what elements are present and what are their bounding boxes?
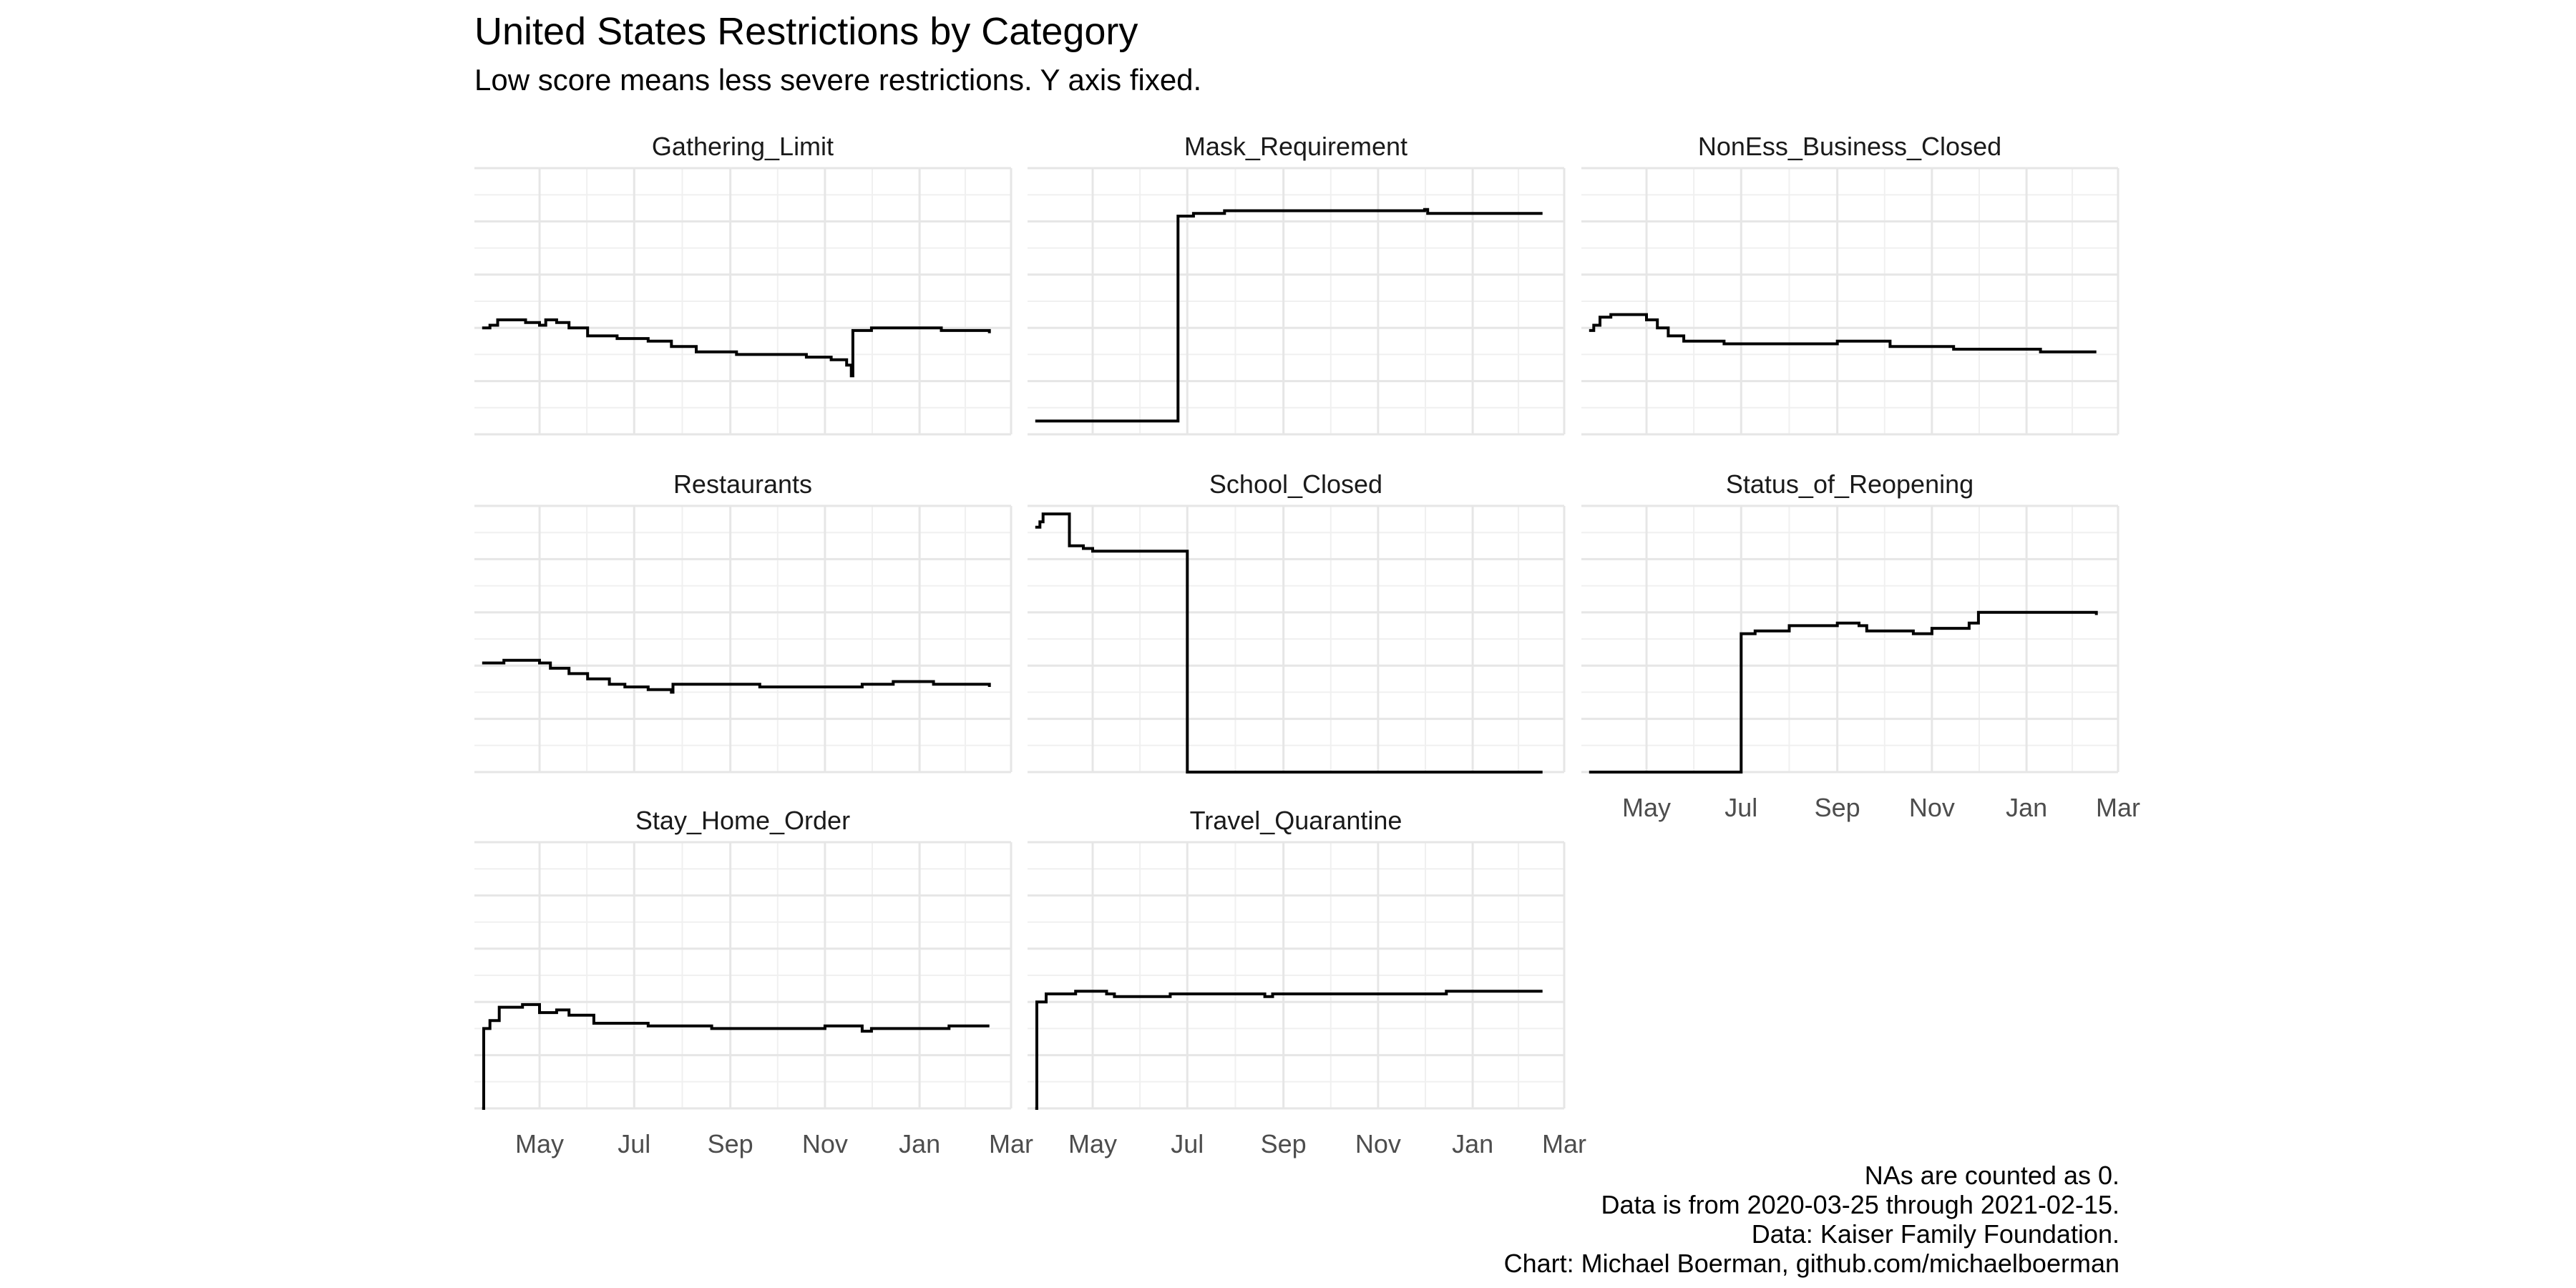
facet-strip-label: Status_of_Reopening xyxy=(1726,469,1974,499)
facet-strip-label: Travel_Quarantine xyxy=(1190,806,1402,835)
chart-subtitle: Low score means less severe restrictions… xyxy=(474,63,1202,97)
caption-line: Data: Kaiser Family Foundation. xyxy=(1751,1219,2119,1249)
panel-grid xyxy=(1581,504,2119,774)
x-tick-label: Jul xyxy=(1171,1129,1204,1158)
series-line xyxy=(1589,313,2097,353)
x-tick-label: Mar xyxy=(989,1129,1033,1158)
caption-line: NAs are counted as 0. xyxy=(1864,1161,2119,1190)
caption-line: Data is from 2020-03-25 through 2021-02-… xyxy=(1601,1190,2119,1219)
x-tick-label: Nov xyxy=(1355,1129,1401,1158)
x-tick-label: Jan xyxy=(899,1129,940,1158)
facet-strip-label: Gathering_Limit xyxy=(652,132,834,161)
facet-panel: Stay_Home_Order May Jul Sep Nov Jan Mar xyxy=(474,806,1033,1158)
x-tick-label: Mar xyxy=(2096,793,2140,822)
x-tick-label: May xyxy=(515,1129,564,1158)
x-tick-label: Jan xyxy=(1452,1129,1493,1158)
x-tick-label: Sep xyxy=(708,1129,753,1158)
series-line xyxy=(1035,512,1543,774)
facet-strip-label: Mask_Requirement xyxy=(1184,132,1407,161)
series-line xyxy=(482,1002,990,1110)
facet-panel: Mask_Requirement xyxy=(1028,132,1566,436)
caption-line: Chart: Michael Boerman, github.com/micha… xyxy=(1503,1249,2119,1278)
x-tick-label: Sep xyxy=(1815,793,1860,822)
facet-strip-label: School_Closed xyxy=(1209,469,1382,499)
facet-panel: Gathering_Limit xyxy=(474,132,1013,436)
chart-title: United States Restrictions by Category xyxy=(474,10,1138,53)
facet-strip-label: Restaurants xyxy=(673,469,812,499)
x-tick-label: May xyxy=(1068,1129,1117,1158)
facet-panel: Status_of_Reopening May Jul Sep Nov Jan Mar xyxy=(1581,469,2140,822)
x-tick-label: May xyxy=(1622,793,1671,822)
panel-grid xyxy=(1028,504,1566,774)
facet-panel: School_Closed xyxy=(1028,469,1566,774)
facet-panel: Restaurants xyxy=(474,469,1013,774)
x-tick-label: Nov xyxy=(1909,793,1955,822)
panel-grid xyxy=(474,841,1013,1110)
series-line xyxy=(1589,610,2098,774)
facet-panel: Travel_Quarantine May Jul Sep Nov Jan Mar xyxy=(1028,806,1586,1158)
facet-strip-label: NonEss_Business_Closed xyxy=(1698,132,2001,161)
facet-panel: NonEss_Business_Closed xyxy=(1581,132,2119,436)
facet-strip-label: Stay_Home_Order xyxy=(635,806,850,835)
x-tick-label: Mar xyxy=(1542,1129,1586,1158)
series-line xyxy=(482,318,991,378)
caption: NAs are counted as 0. Data is from 2020-… xyxy=(1504,1161,2119,1278)
x-tick-label: Jul xyxy=(618,1129,650,1158)
panel-grid xyxy=(474,504,1013,774)
x-tick-label: Nov xyxy=(802,1129,848,1158)
x-tick-label: Jan xyxy=(2006,793,2047,822)
x-tick-label: Jul xyxy=(1724,793,1757,822)
series-line xyxy=(1035,208,1543,423)
panel-grid xyxy=(1028,841,1566,1110)
series-line xyxy=(1035,990,1543,1110)
panel-grid xyxy=(1028,167,1566,436)
panel-grid xyxy=(1581,167,2119,436)
panel-grid xyxy=(474,167,1013,436)
series-line xyxy=(482,658,991,694)
x-tick-label: Sep xyxy=(1261,1129,1307,1158)
